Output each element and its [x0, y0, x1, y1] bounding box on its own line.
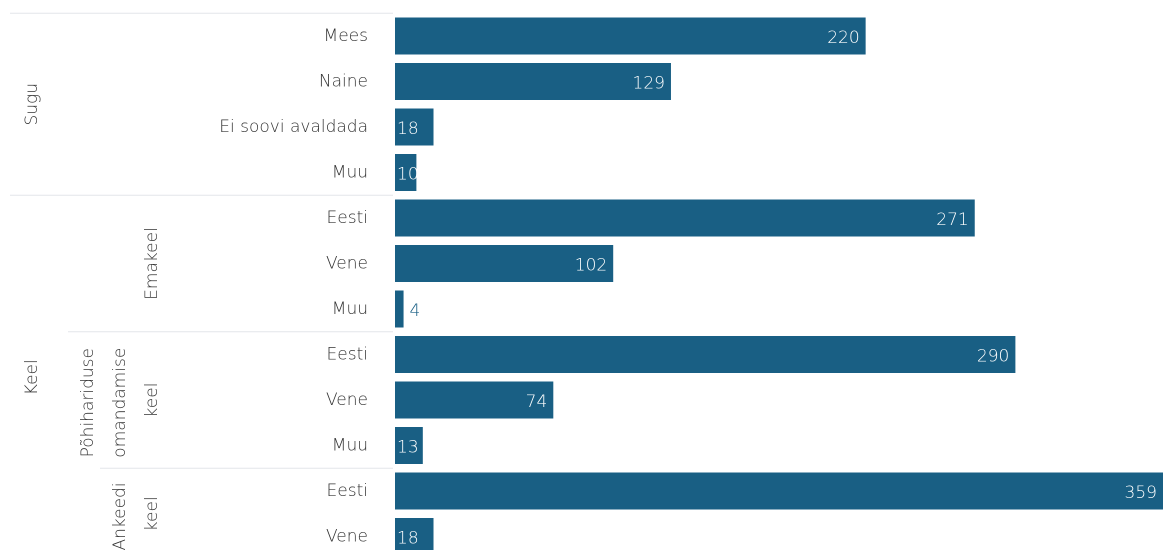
- value-label: 220: [827, 28, 859, 48]
- bar: [395, 199, 975, 237]
- bar: [395, 17, 866, 55]
- bar: [395, 63, 671, 100]
- category-label: Ei soovi avaldada: [219, 117, 368, 137]
- bar: [395, 518, 434, 550]
- bar: [395, 108, 434, 146]
- category-label: Muu: [332, 436, 368, 456]
- bar: [395, 381, 554, 419]
- category-label: Vene: [326, 527, 368, 547]
- group-label: Keel: [22, 359, 42, 395]
- value-label: 13: [397, 438, 419, 458]
- value-label: 10: [397, 165, 419, 185]
- bar: [395, 472, 1163, 510]
- bar: [395, 290, 404, 328]
- bar: [395, 245, 614, 282]
- subgroup-label: Ankeedi keel: [110, 477, 162, 550]
- value-label: 290: [977, 347, 1009, 367]
- category-label: Muu: [332, 299, 368, 319]
- category-label: Eesti: [327, 208, 368, 228]
- category-label: Eesti: [327, 345, 368, 365]
- category-label: Naine: [319, 72, 368, 92]
- category-label: Muu: [332, 163, 368, 183]
- value-label: 4: [410, 301, 421, 321]
- value-label: 271: [936, 210, 968, 230]
- value-label: 18: [397, 119, 419, 139]
- subgroup-label: Emakeel: [142, 227, 162, 300]
- bar: [395, 336, 1016, 373]
- group-label: Sugu: [22, 83, 42, 126]
- subgroup-label: Põhihariduse omandamise keel: [78, 342, 162, 457]
- category-label: Eesti: [327, 481, 368, 501]
- value-label: 74: [526, 392, 548, 412]
- bar: [395, 154, 417, 191]
- value-label: 18: [397, 529, 419, 549]
- category-label: Vene: [326, 254, 368, 274]
- category-label: Mees: [324, 26, 368, 46]
- value-label: 129: [633, 74, 665, 94]
- value-label: 359: [1125, 483, 1157, 503]
- bar: [395, 427, 423, 464]
- value-label: 102: [575, 256, 607, 276]
- category-label: Vene: [326, 390, 368, 410]
